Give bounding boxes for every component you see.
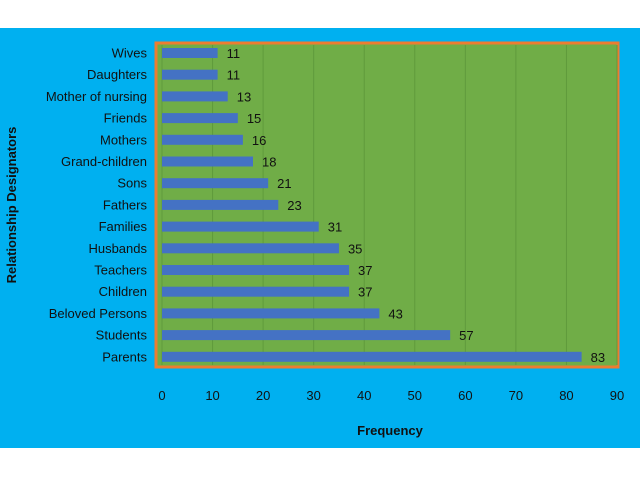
category-label: Families	[99, 219, 148, 234]
x-tick-label: 10	[205, 388, 219, 403]
bar	[162, 265, 350, 275]
x-tick-label: 20	[256, 388, 270, 403]
category-label: Daughters	[87, 67, 147, 82]
bar	[162, 330, 451, 341]
data-label: 11	[227, 68, 241, 83]
data-label: 16	[252, 133, 266, 148]
data-label: 18	[262, 155, 276, 170]
bar	[162, 48, 218, 58]
data-label: 35	[348, 241, 362, 256]
category-label: Fathers	[103, 197, 148, 212]
data-label: 31	[328, 220, 342, 235]
category-label: Sons	[117, 176, 147, 191]
data-label: 37	[358, 285, 372, 300]
category-label: Beloved Persons	[49, 306, 148, 321]
category-label: Mothers	[100, 132, 147, 147]
category-label: Friends	[104, 111, 148, 126]
x-tick-label: 0	[158, 388, 165, 403]
bar	[162, 178, 269, 189]
category-label: Students	[96, 328, 148, 343]
bar	[162, 308, 380, 319]
category-label: Wives	[112, 46, 148, 61]
category-label: Parents	[102, 349, 147, 364]
data-label: 23	[287, 198, 301, 213]
bar	[162, 351, 582, 362]
data-label: 57	[459, 328, 473, 343]
category-label: Children	[99, 284, 147, 299]
bar	[162, 199, 279, 210]
category-label: Mother of nursing	[46, 89, 147, 104]
data-label: 21	[277, 176, 291, 191]
data-label: 11	[227, 46, 241, 61]
x-tick-label: 60	[458, 388, 472, 403]
category-label: Teachers	[94, 263, 147, 278]
data-label: 15	[247, 111, 261, 126]
category-label: Husbands	[88, 241, 147, 256]
category-labels: Wives Daughters Mother of nursing Friends Mo…	[46, 46, 148, 365]
bar	[162, 91, 228, 102]
x-tick-label: 50	[408, 388, 422, 403]
bar	[162, 69, 218, 80]
x-tick-label: 90	[610, 388, 624, 403]
category-label: Grand-children	[61, 154, 147, 169]
data-label: 83	[591, 350, 605, 365]
bar	[162, 286, 350, 297]
x-tick-label: 40	[357, 388, 371, 403]
bar	[162, 113, 238, 124]
x-axis-ticks: 0 10 20 30 40 50 60 70 80 90	[158, 388, 624, 403]
data-label: 37	[358, 263, 372, 278]
x-tick-label: 80	[559, 388, 573, 403]
bar	[162, 221, 319, 232]
x-tick-label: 70	[509, 388, 523, 403]
bar	[162, 156, 253, 167]
y-axis-title: Relationship Designators	[4, 127, 19, 284]
data-label: 13	[237, 89, 251, 104]
bars	[162, 48, 582, 362]
bar	[162, 134, 243, 145]
x-axis-title: Frequency	[357, 423, 424, 438]
x-tick-label: 30	[306, 388, 320, 403]
data-label: 43	[388, 306, 402, 321]
bar	[162, 243, 339, 254]
